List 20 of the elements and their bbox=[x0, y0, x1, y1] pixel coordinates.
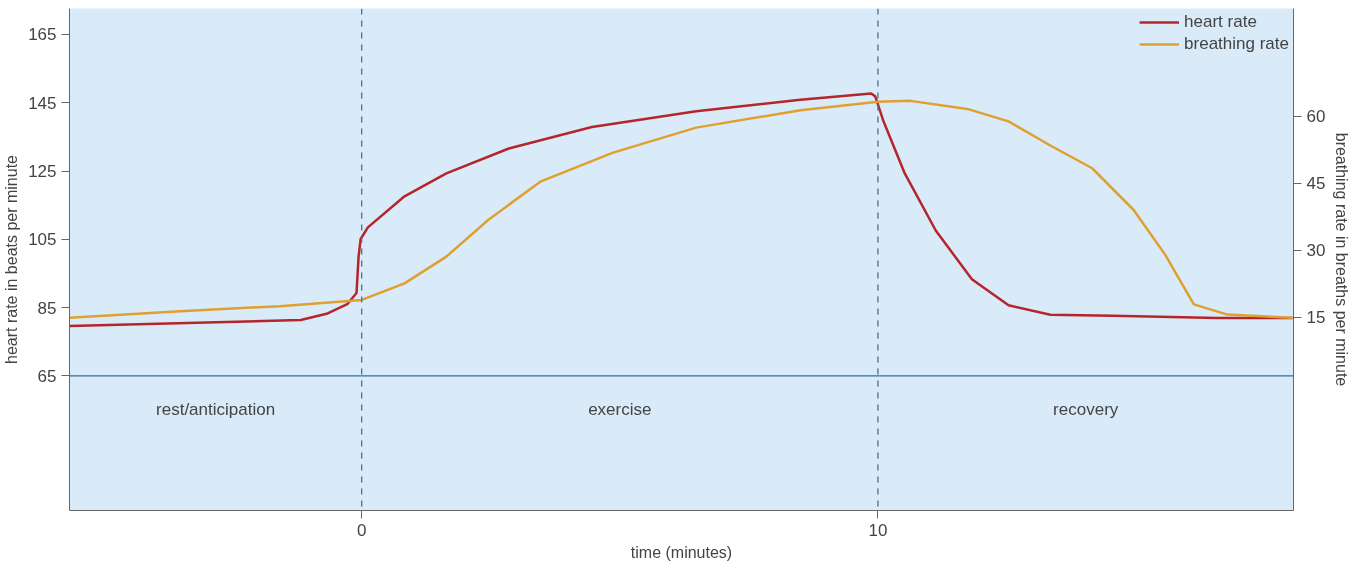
y-tick-label: 65 bbox=[37, 366, 57, 386]
y-tick-label: 85 bbox=[37, 298, 57, 318]
legend-label: heart rate bbox=[1184, 12, 1257, 32]
legend-label: breathing rate bbox=[1184, 34, 1289, 54]
annotation: exercise bbox=[588, 400, 652, 420]
y2-tick-label: 30 bbox=[1306, 241, 1326, 261]
y2-tick-label: 45 bbox=[1306, 174, 1326, 194]
x-axis-title: time (minutes) bbox=[630, 543, 733, 561]
y-tick-label: 145 bbox=[28, 93, 57, 113]
y2-tick-label: 60 bbox=[1306, 107, 1326, 127]
x-tick-label: 0 bbox=[356, 520, 367, 540]
x-tick-label: 10 bbox=[868, 520, 888, 540]
annotation: rest/anticipation bbox=[156, 400, 276, 420]
y2-axis-title: breathing rate in breaths per minute bbox=[1333, 132, 1351, 387]
y-tick-label: 165 bbox=[28, 25, 57, 45]
y2-tick-label: 15 bbox=[1306, 308, 1326, 328]
y-tick-label: 105 bbox=[28, 230, 57, 250]
y-axis-title: heart rate in beats per minute bbox=[3, 154, 21, 364]
annotation: recovery bbox=[1053, 400, 1119, 420]
y-tick-label: 125 bbox=[28, 162, 57, 182]
